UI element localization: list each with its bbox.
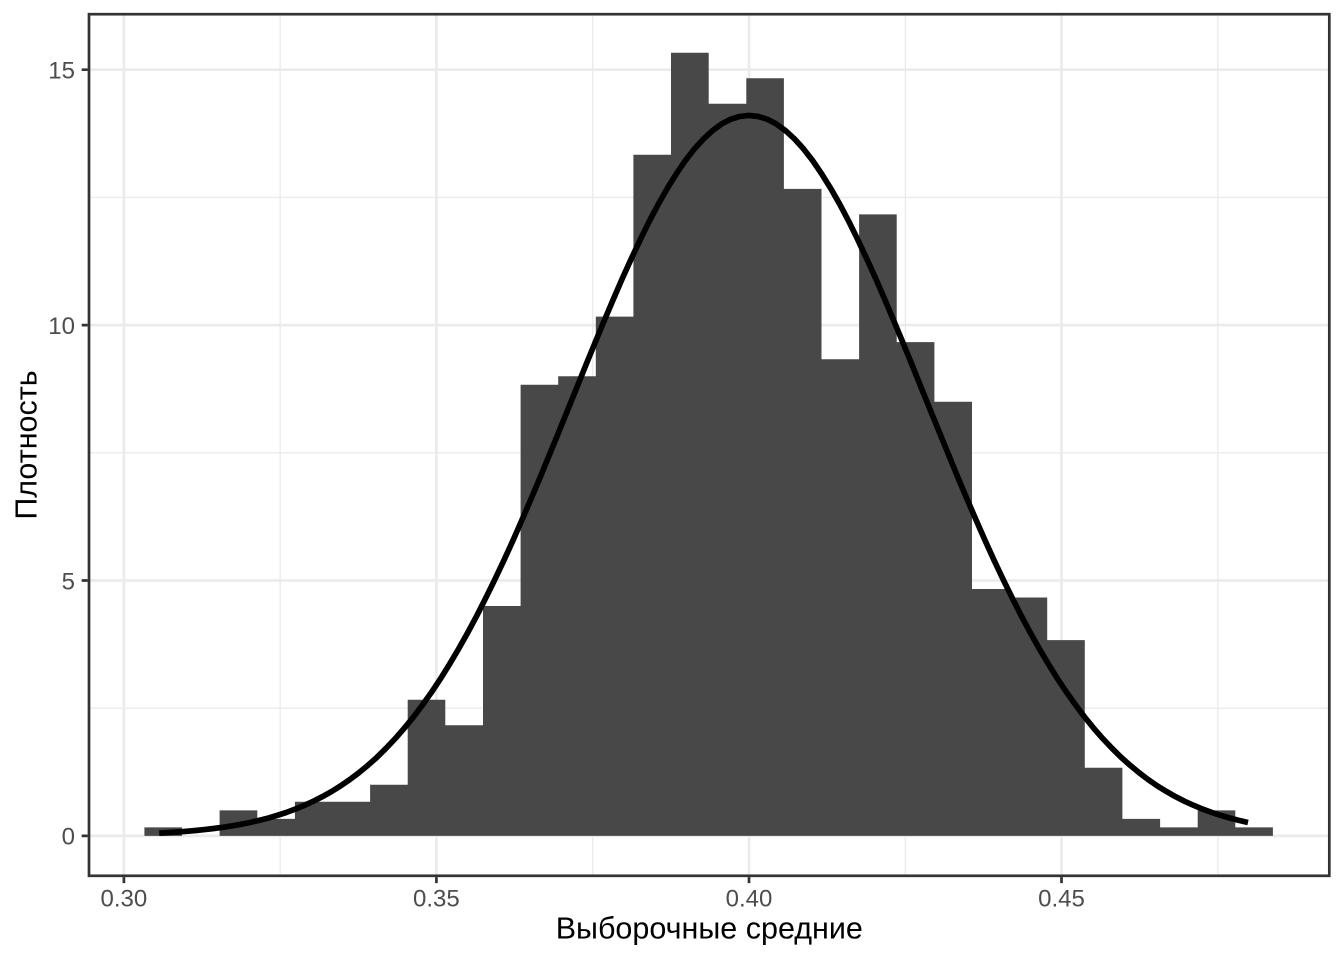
svg-text:15: 15 — [48, 58, 75, 85]
svg-text:Выборочные средние: Выборочные средние — [556, 912, 863, 946]
svg-text:Плотность: Плотность — [10, 370, 44, 519]
svg-text:0: 0 — [62, 824, 75, 851]
svg-text:0.45: 0.45 — [1038, 886, 1085, 913]
svg-text:0.40: 0.40 — [726, 886, 773, 913]
svg-text:10: 10 — [48, 313, 75, 340]
svg-text:0.30: 0.30 — [101, 886, 148, 913]
svg-text:0.35: 0.35 — [413, 886, 460, 913]
svg-text:5: 5 — [62, 568, 75, 595]
